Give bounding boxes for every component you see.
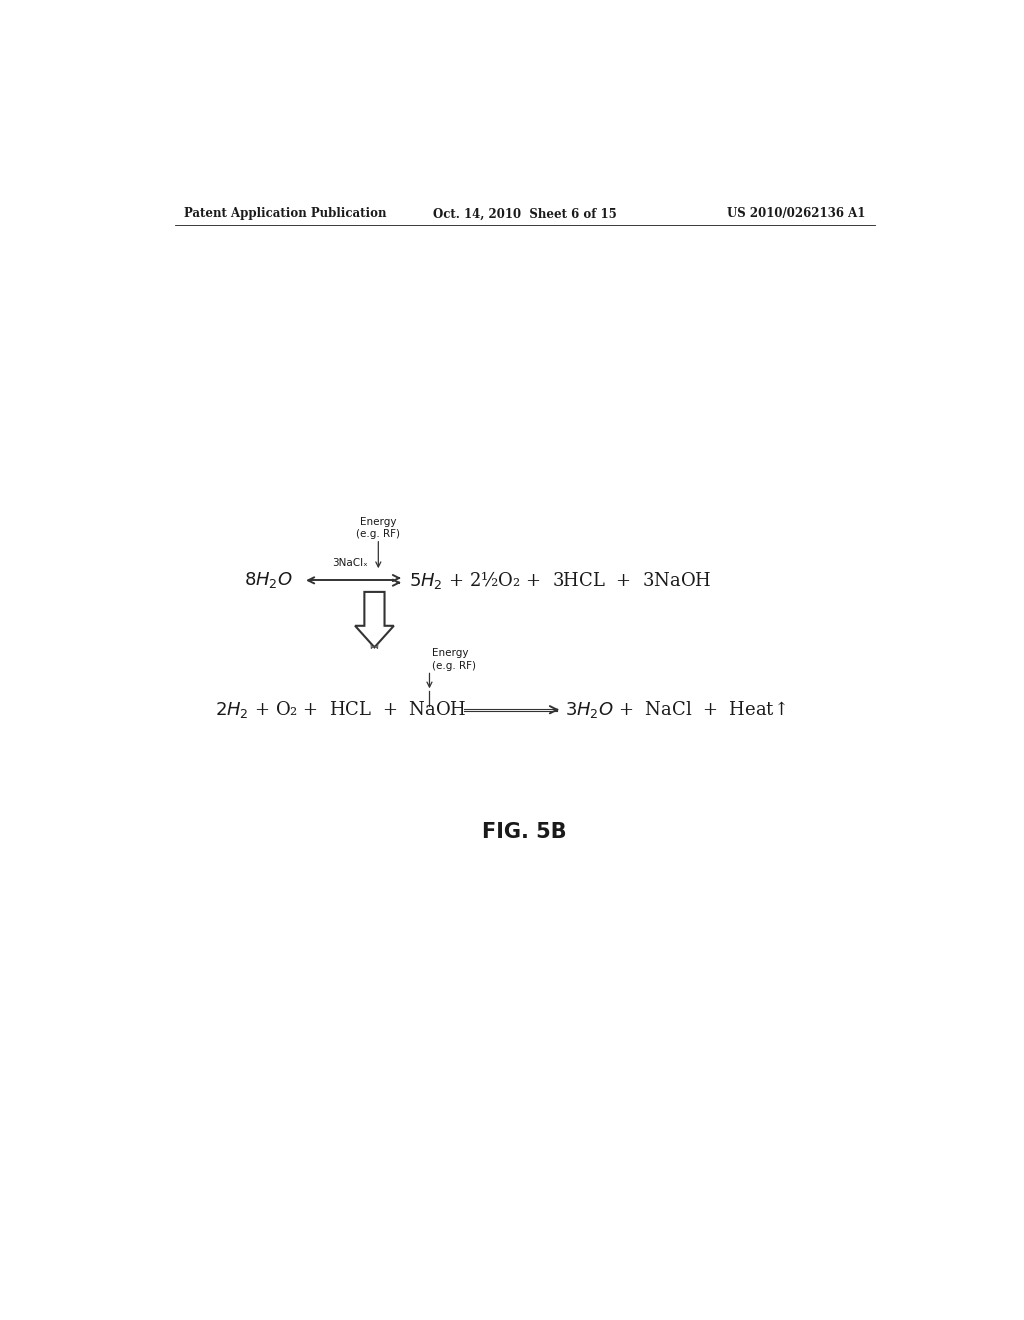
Text: FIG. 5B: FIG. 5B <box>482 822 567 842</box>
Text: $8H_2O$: $8H_2O$ <box>245 570 293 590</box>
Text: Oct. 14, 2010  Sheet 6 of 15: Oct. 14, 2010 Sheet 6 of 15 <box>433 207 616 220</box>
Text: $5H_2$ + 2½O₂ +  3HCL  +  3NaOH: $5H_2$ + 2½O₂ + 3HCL + 3NaOH <box>410 569 712 591</box>
Text: Patent Application Publication: Patent Application Publication <box>183 207 386 220</box>
Text: Energy
(e.g. RF): Energy (e.g. RF) <box>432 648 476 671</box>
Text: $2H_2$ + O₂ +  HCL  +  NaOH: $2H_2$ + O₂ + HCL + NaOH <box>215 700 466 721</box>
Polygon shape <box>355 591 394 647</box>
Text: $3H_2O$ +  NaCl  +  Heat↑: $3H_2O$ + NaCl + Heat↑ <box>565 700 786 721</box>
Text: 3NaClₓ: 3NaClₓ <box>332 558 368 569</box>
Text: Energy
(e.g. RF): Energy (e.g. RF) <box>356 517 400 539</box>
Text: US 2010/0262136 A1: US 2010/0262136 A1 <box>727 207 866 220</box>
